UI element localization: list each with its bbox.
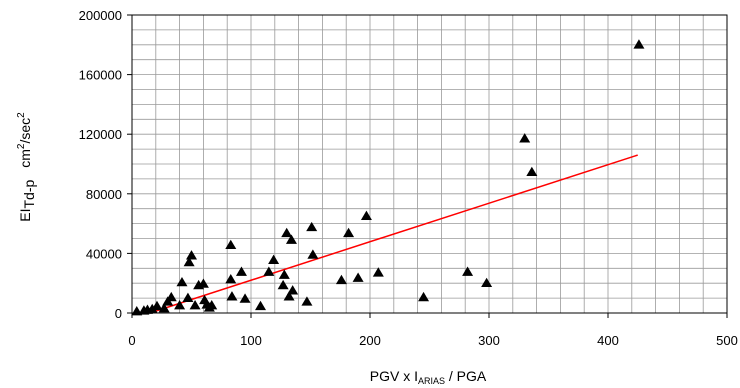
data-point <box>151 300 163 311</box>
x-tick-label: 100 <box>240 333 262 348</box>
data-point <box>235 266 247 276</box>
data-point <box>287 285 299 295</box>
x-tick-label: 200 <box>359 333 381 348</box>
data-point <box>197 278 209 288</box>
data-point <box>278 269 290 279</box>
data-point <box>255 300 267 311</box>
fit-line <box>149 154 638 314</box>
data-point <box>462 266 474 276</box>
data-point <box>225 273 237 284</box>
y-axis-label-units: cm <box>17 149 33 168</box>
data-point <box>225 239 237 250</box>
x-axis-label-sub: ARIAS <box>418 376 445 386</box>
y-tick-label: 120000 <box>79 127 122 142</box>
data-point <box>343 227 355 238</box>
data-point <box>186 250 197 260</box>
fit-line-group <box>149 154 638 314</box>
x-tick-label: 500 <box>716 333 738 348</box>
x-axis-label-main: PGV x I <box>370 368 418 384</box>
data-point <box>189 300 201 310</box>
data-point <box>165 291 177 302</box>
data-point <box>226 291 238 301</box>
data-point <box>360 210 372 220</box>
y-tick-label: 80000 <box>86 187 122 202</box>
x-axis-label: PGV x IARIAS / PGA <box>370 368 487 386</box>
data-point <box>206 300 218 310</box>
y-tick-label: 40000 <box>86 246 122 261</box>
data-point <box>182 292 194 302</box>
data-point <box>158 303 170 313</box>
data-points <box>131 39 645 316</box>
y-tick-label: 0 <box>115 306 122 321</box>
axis-ticks: 0 100 200 300 400 500 0 40000 80000 120000 160000 2… <box>79 8 738 348</box>
data-point <box>372 267 384 277</box>
y-axis-label-units-tail: /sec <box>17 118 33 144</box>
data-point <box>146 303 158 314</box>
data-point <box>183 256 195 267</box>
data-point <box>418 291 430 302</box>
x-tick-label: 0 <box>128 333 135 348</box>
data-point <box>633 39 645 49</box>
y-tick-label: 200000 <box>79 8 122 23</box>
data-point <box>268 254 280 264</box>
y-tick-label: 160000 <box>79 68 122 83</box>
y-axis-label-sup: 2 <box>16 143 27 149</box>
data-point <box>306 221 318 232</box>
data-point <box>239 293 251 303</box>
data-point <box>263 266 275 276</box>
y-axis-label: EITd-pcm2/sec2 <box>16 112 37 222</box>
data-point <box>283 291 295 301</box>
data-point <box>174 300 186 310</box>
data-point <box>519 133 531 143</box>
data-point <box>481 277 493 288</box>
data-point <box>281 227 293 238</box>
data-point <box>176 276 188 287</box>
data-point <box>285 234 297 244</box>
grid <box>132 15 727 313</box>
y-axis-label-main: EI <box>17 209 33 222</box>
data-point <box>277 279 289 290</box>
x-tick-label: 300 <box>478 333 500 348</box>
data-point <box>335 274 347 285</box>
y-axis-label-sub: Td-p <box>21 180 37 209</box>
x-tick-label: 400 <box>597 333 619 348</box>
plot-frame <box>131 14 728 314</box>
y-axis-label-sup2: 2 <box>16 112 27 118</box>
data-point <box>307 249 319 259</box>
data-point <box>526 166 538 177</box>
data-point <box>352 272 364 282</box>
data-point <box>301 296 313 306</box>
x-axis-label-tail: / PGA <box>445 368 487 384</box>
